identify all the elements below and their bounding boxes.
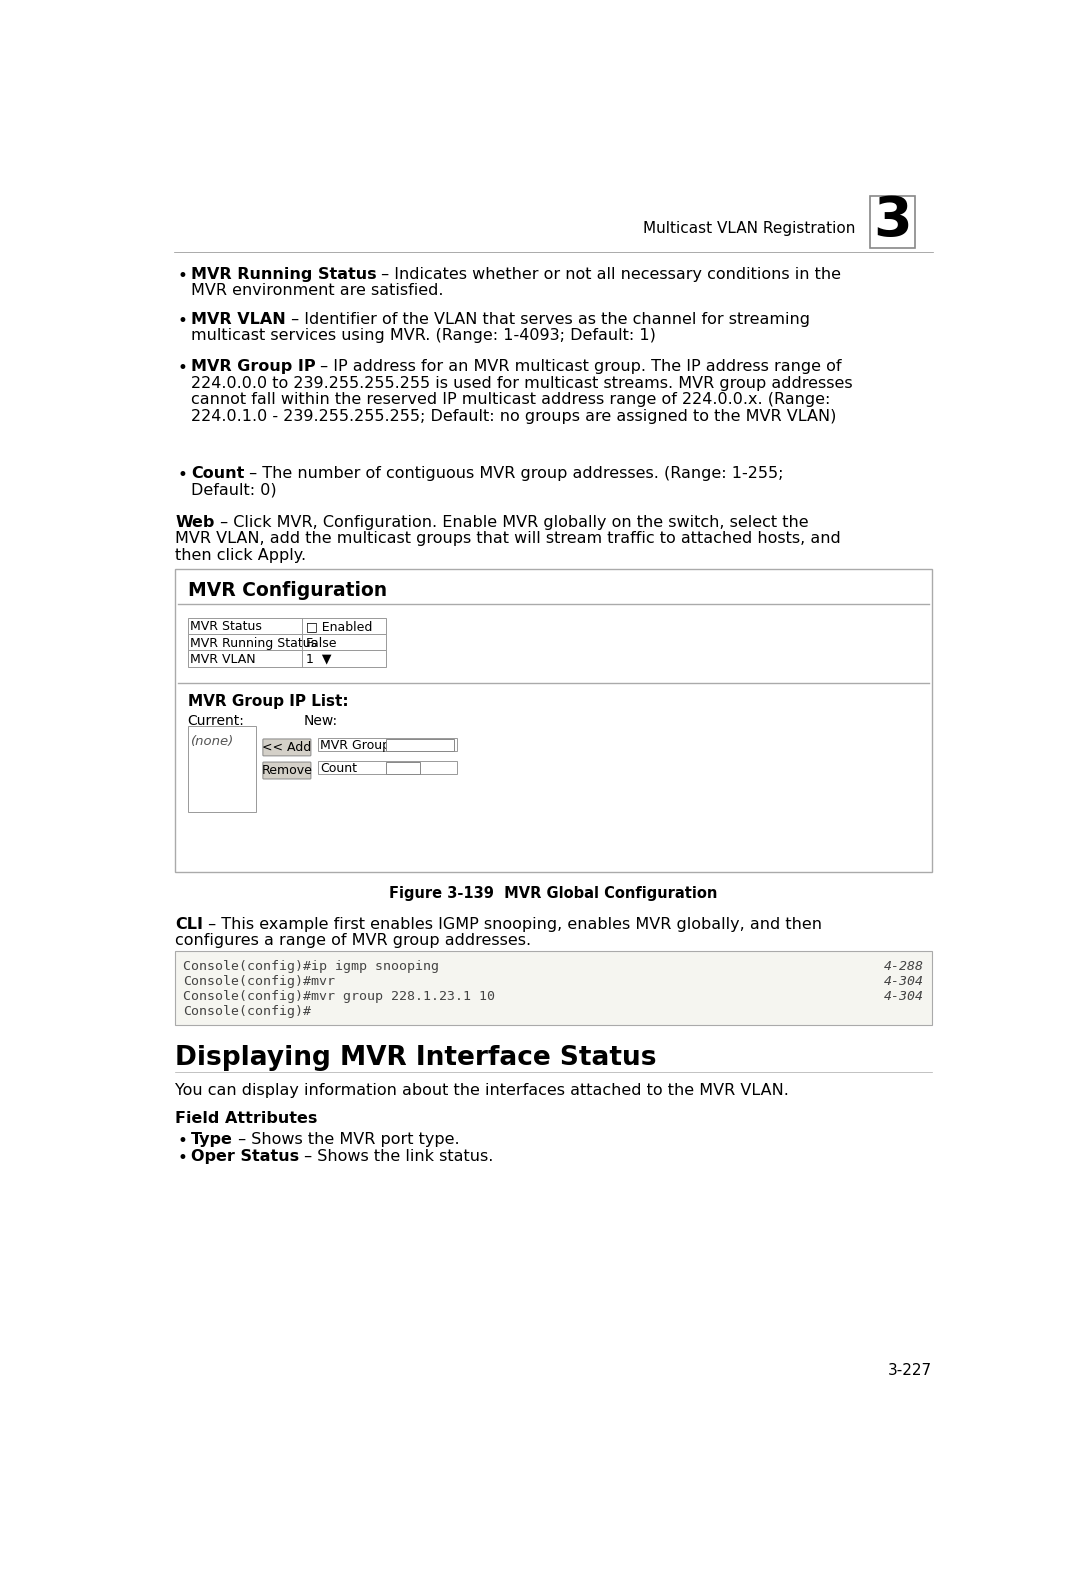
Bar: [188, 650, 387, 667]
Text: – Shows the MVR port type.: – Shows the MVR port type.: [232, 1132, 459, 1148]
Text: MVR VLAN: MVR VLAN: [190, 653, 256, 666]
Bar: [318, 738, 458, 752]
Bar: [869, 196, 915, 248]
Text: MVR environment are satisfied.: MVR environment are satisfied.: [191, 284, 443, 298]
Text: 4-288: 4-288: [883, 959, 924, 973]
Text: Displaying MVR Interface Status: Displaying MVR Interface Status: [175, 1044, 657, 1071]
Text: •: •: [177, 360, 188, 377]
Text: – Indicates whether or not all necessary conditions in the: – Indicates whether or not all necessary…: [377, 267, 841, 283]
Text: – IP address for an MVR multicast group. The IP address range of: – IP address for an MVR multicast group.…: [315, 360, 842, 374]
Text: Console(config)#: Console(config)#: [183, 1005, 311, 1017]
Text: – This example first enables IGMP snooping, enables MVR globally, and then: – This example first enables IGMP snoopi…: [203, 917, 822, 933]
Text: •: •: [177, 466, 188, 484]
Text: MVR Group IP: MVR Group IP: [191, 360, 315, 374]
Text: MVR Running Status: MVR Running Status: [191, 267, 377, 283]
Bar: [387, 761, 420, 774]
Text: 224.0.0.0 to 239.255.255.255 is used for multicast streams. MVR group addresses: 224.0.0.0 to 239.255.255.255 is used for…: [191, 375, 852, 391]
Bar: [387, 739, 455, 750]
Text: 4-304: 4-304: [883, 975, 924, 988]
Text: Figure 3-139  MVR Global Configuration: Figure 3-139 MVR Global Configuration: [389, 885, 718, 901]
Text: MVR Status: MVR Status: [190, 620, 261, 633]
Text: (none): (none): [191, 735, 234, 747]
Text: You can display information about the interfaces attached to the MVR VLAN.: You can display information about the in…: [175, 1083, 789, 1097]
Text: Console(config)#ip igmp snooping: Console(config)#ip igmp snooping: [183, 959, 440, 973]
Text: •: •: [177, 1149, 188, 1168]
FancyBboxPatch shape: [262, 761, 311, 779]
Text: – The number of contiguous MVR group addresses. (Range: 1-255;: – The number of contiguous MVR group add…: [244, 466, 784, 480]
Text: cannot fall within the reserved IP multicast address range of 224.0.0.x. (Range:: cannot fall within the reserved IP multi…: [191, 392, 831, 408]
Text: MVR Configuration: MVR Configuration: [188, 581, 387, 600]
Text: – Click MVR, Configuration. Enable MVR globally on the switch, select the: – Click MVR, Configuration. Enable MVR g…: [215, 515, 808, 531]
Text: Remove: Remove: [261, 765, 312, 777]
Bar: [188, 619, 387, 634]
Text: – Shows the link status.: – Shows the link status.: [299, 1149, 494, 1165]
Text: Console(config)#mvr: Console(config)#mvr: [183, 975, 335, 988]
Text: 224.0.1.0 - 239.255.255.255; Default: no groups are assigned to the MVR VLAN): 224.0.1.0 - 239.255.255.255; Default: no…: [191, 410, 836, 424]
Bar: [175, 568, 932, 873]
Text: Type: Type: [191, 1132, 232, 1148]
Text: Count: Count: [321, 761, 357, 776]
FancyBboxPatch shape: [262, 739, 311, 755]
Bar: [188, 725, 256, 812]
Text: Oper Status: Oper Status: [191, 1149, 299, 1165]
Text: MVR Group IP: MVR Group IP: [321, 739, 405, 752]
Text: 3-227: 3-227: [888, 1363, 932, 1378]
Text: Multicast VLAN Registration: Multicast VLAN Registration: [644, 221, 855, 236]
Text: CLI: CLI: [175, 917, 203, 933]
Text: then click Apply.: then click Apply.: [175, 548, 307, 564]
Text: << Add: << Add: [262, 741, 311, 754]
Text: False: False: [306, 636, 337, 650]
Text: Count: Count: [191, 466, 244, 480]
Text: 1  ▼: 1 ▼: [306, 653, 330, 666]
Text: Current:: Current:: [188, 713, 244, 727]
Bar: [175, 951, 932, 1025]
Text: – Identifier of the VLAN that serves as the channel for streaming: – Identifier of the VLAN that serves as …: [285, 311, 810, 327]
Bar: [318, 761, 458, 774]
Text: MVR VLAN, add the multicast groups that will stream traffic to attached hosts, a: MVR VLAN, add the multicast groups that …: [175, 531, 841, 546]
Text: Web: Web: [175, 515, 215, 531]
Text: 4-304: 4-304: [883, 991, 924, 1003]
Text: □ Enabled: □ Enabled: [306, 620, 372, 633]
Text: •: •: [177, 1132, 188, 1151]
Text: multicast services using MVR. (Range: 1-4093; Default: 1): multicast services using MVR. (Range: 1-…: [191, 328, 656, 344]
Text: Field Attributes: Field Attributes: [175, 1112, 318, 1126]
Text: MVR VLAN: MVR VLAN: [191, 311, 285, 327]
Text: •: •: [177, 267, 188, 284]
Bar: [188, 634, 387, 650]
Text: MVR Group IP List:: MVR Group IP List:: [188, 694, 349, 708]
Text: MVR Running Status: MVR Running Status: [190, 636, 318, 650]
Text: 3: 3: [873, 193, 912, 248]
Text: Default: 0): Default: 0): [191, 482, 276, 498]
Text: •: •: [177, 311, 188, 330]
Text: New:: New:: [303, 713, 338, 727]
Text: Console(config)#mvr group 228.1.23.1 10: Console(config)#mvr group 228.1.23.1 10: [183, 991, 495, 1003]
Text: configures a range of MVR group addresses.: configures a range of MVR group addresse…: [175, 934, 531, 948]
